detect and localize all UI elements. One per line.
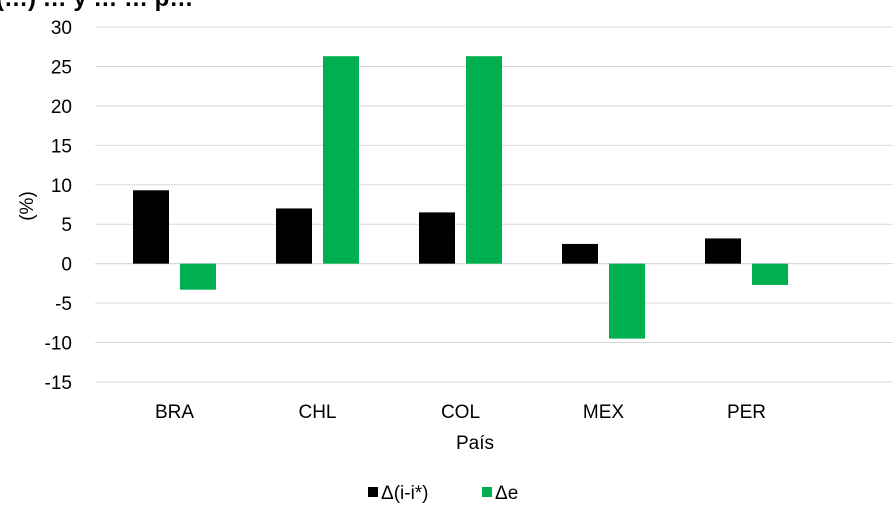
legend: Δ(i-i*) Δe bbox=[368, 483, 518, 504]
bar-exchange-rate-per bbox=[752, 263, 788, 285]
bar-exchange-rate-mex bbox=[609, 263, 645, 339]
y-tick-label: -15 bbox=[45, 373, 72, 394]
x-axis-ticks: BRA CHL COL MEX PER bbox=[155, 402, 766, 423]
y-tick-label: -5 bbox=[55, 294, 72, 315]
bar-interest-diff-per bbox=[705, 238, 741, 264]
bar-interest-diff-mex bbox=[562, 243, 598, 264]
x-tick-label: COL bbox=[441, 402, 480, 423]
legend-swatch bbox=[368, 487, 378, 497]
legend-label: Δ(i-i*) bbox=[381, 483, 429, 504]
bar-interest-diff-bra bbox=[133, 190, 169, 264]
bar-interest-diff-chl bbox=[276, 208, 312, 264]
bars bbox=[133, 56, 788, 339]
y-tick-label: 10 bbox=[51, 176, 72, 197]
bar-exchange-rate-col bbox=[466, 56, 502, 264]
x-axis-title: País bbox=[456, 433, 494, 454]
x-tick-label: MEX bbox=[583, 402, 625, 423]
legend-swatch bbox=[482, 487, 492, 497]
y-axis-ticks: 30 25 20 15 10 5 0 -5 -10 -15 bbox=[45, 18, 72, 394]
y-tick-label: 20 bbox=[51, 97, 72, 118]
y-tick-label: 15 bbox=[51, 136, 72, 157]
y-tick-label: -10 bbox=[45, 334, 72, 355]
y-tick-label: 0 bbox=[61, 255, 72, 276]
bar-exchange-rate-bra bbox=[180, 263, 216, 290]
bar-interest-diff-col bbox=[419, 212, 455, 264]
legend-label: Δe bbox=[495, 483, 518, 504]
x-tick-label: BRA bbox=[155, 402, 194, 423]
y-tick-label: 5 bbox=[61, 215, 72, 236]
y-tick-label: 25 bbox=[51, 57, 72, 78]
x-tick-label: PER bbox=[727, 402, 766, 423]
chart-title: (…) … y … … p… bbox=[0, 0, 193, 12]
y-tick-label: 30 bbox=[51, 18, 72, 39]
x-tick-label: CHL bbox=[298, 402, 336, 423]
bar-exchange-rate-chl bbox=[323, 56, 359, 264]
y-axis-title: (%) bbox=[17, 191, 38, 221]
